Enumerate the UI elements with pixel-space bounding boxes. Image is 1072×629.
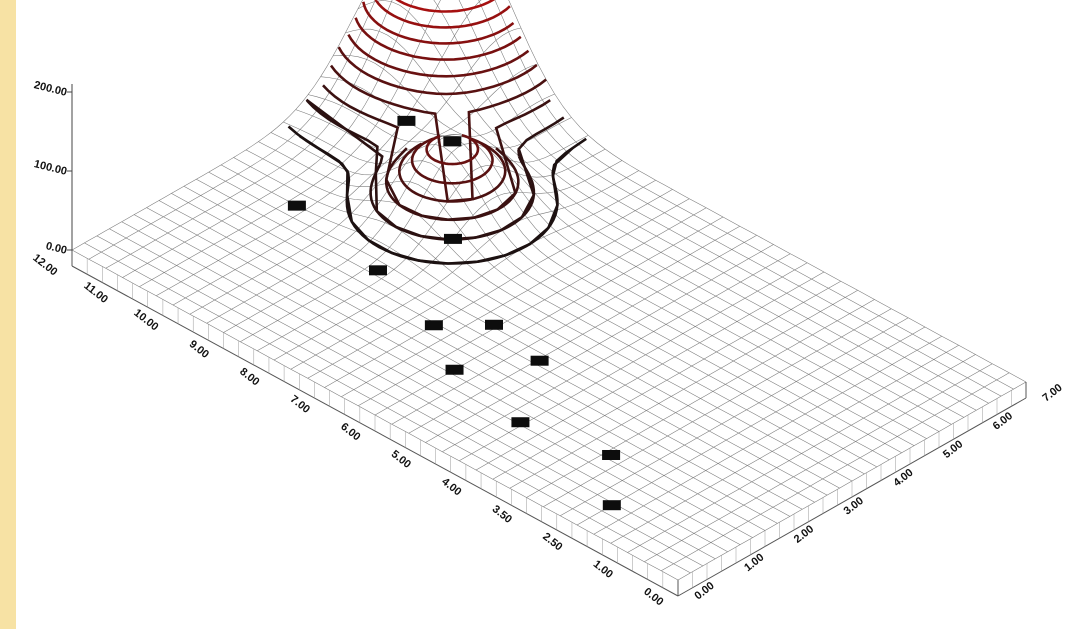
- contour-line: [347, 33, 530, 78]
- x-tick-label: 5.00: [941, 438, 965, 461]
- mesh-line-x: [96, 235, 704, 567]
- mesh-line-x: [494, 0, 1014, 390]
- mesh-line-x: [121, 221, 728, 552]
- contour-line: [362, 1, 515, 45]
- y-tick-label: 9.00: [187, 338, 211, 361]
- contour-line: [305, 98, 536, 241]
- mesh-line-x: [283, 121, 890, 461]
- y-tick-label: 6.00: [338, 421, 362, 444]
- sample-marker: [511, 417, 530, 428]
- sample-marker: [445, 364, 464, 375]
- y-tick-label: 0.00: [641, 586, 665, 609]
- x-tick-label: 6.00: [991, 410, 1015, 433]
- chart-area: 0.00 1.00 2.50 3.50 4.00 5.00 6.00 7.00 8.00 9.00…: [16, 0, 1072, 629]
- x-tick-label: 1.00: [742, 551, 766, 574]
- mesh-line-x: [258, 141, 865, 475]
- mesh-line-x: [84, 242, 691, 574]
- mesh-line-x: [233, 157, 840, 489]
- x-tick-label: 2.00: [792, 523, 816, 546]
- y-tick-label: 3.50: [490, 503, 514, 526]
- sample-marker: [602, 449, 621, 460]
- x-tick-label: 3.00: [842, 495, 866, 518]
- mesh-line-x: [478, 0, 1002, 397]
- mesh-line-x: [208, 171, 815, 503]
- contour-line: [410, 137, 494, 185]
- mesh-line-x: [171, 193, 778, 524]
- y-tick-label: 4.00: [439, 476, 463, 499]
- mesh-line-x: [357, 0, 965, 418]
- y-tick-label: 2.50: [540, 531, 564, 554]
- contour-line: [395, 0, 496, 13]
- contour-line: [374, 0, 511, 29]
- y-tick-label: 8.00: [237, 366, 261, 389]
- sample-marker: [443, 233, 462, 244]
- contour-line: [354, 17, 522, 61]
- surface-plot: 0.00 1.00 2.50 3.50 4.00 5.00 6.00 7.00 8.00 9.00…: [30, 0, 1065, 608]
- sample-marker: [287, 200, 306, 211]
- mesh-line-x: [270, 132, 878, 468]
- contour-line: [425, 134, 480, 166]
- contour-line: [461, 134, 473, 141]
- contour-line: [495, 147, 504, 156]
- sample-marker: [443, 136, 462, 147]
- z-tick-label: 0.00: [44, 240, 68, 257]
- mesh-line-x: [183, 186, 791, 517]
- mesh-line-x: [433, 0, 977, 411]
- mesh-line-x: [345, 28, 952, 425]
- base-box: [71, 250, 1027, 597]
- x-tick-label: 4.00: [891, 467, 915, 490]
- mesh-line-x: [332, 55, 940, 432]
- z-tick-label: 100.00: [33, 158, 69, 178]
- contour-lines: [287, 0, 587, 265]
- x-tick-label: 7.00: [1040, 382, 1064, 405]
- mesh-line-x: [320, 76, 927, 439]
- surface-mesh: [71, 0, 1027, 581]
- mesh-line-x: [308, 94, 915, 446]
- y-tick-label: 7.00: [288, 393, 312, 416]
- y-tick-label: 11.00: [81, 280, 110, 306]
- contour-line: [517, 149, 521, 157]
- sample-marker: [369, 265, 388, 276]
- sample-marker: [485, 319, 503, 330]
- contour-line: [384, 147, 520, 222]
- mesh-line-y: [71, 0, 363, 251]
- y-tick-label: 5.00: [389, 448, 413, 471]
- contour-line: [299, 135, 574, 265]
- mesh-line-x: [109, 228, 716, 560]
- y-tick-label: 10.00: [131, 307, 160, 333]
- sample-marker: [602, 500, 621, 511]
- contour-line: [337, 46, 538, 96]
- mesh-line-x: [196, 178, 803, 510]
- mesh-line-y: [189, 63, 538, 315]
- axes: 0.00 1.00 2.50 3.50 4.00 5.00 6.00 7.00 8.00 9.00…: [30, 79, 1064, 608]
- contour-line: [329, 64, 547, 203]
- mesh-line-x: [295, 109, 902, 453]
- mesh-line-x: [508, 0, 1027, 383]
- sample-marker: [424, 320, 443, 331]
- y-tick-label: 12.00: [30, 252, 59, 278]
- mesh-line-x: [220, 164, 828, 496]
- contour-line: [397, 142, 507, 203]
- sample-markers: [287, 115, 621, 511]
- mesh-line-x: [133, 214, 741, 545]
- z-tick-label: 200.00: [33, 79, 69, 99]
- x-tick-label: 0.00: [692, 580, 716, 603]
- sample-marker: [530, 355, 549, 366]
- y-tick-label: 1.00: [591, 558, 615, 581]
- mesh-line-y: [206, 93, 555, 324]
- sample-marker: [397, 115, 416, 126]
- mesh-line-x: [245, 149, 853, 482]
- mesh-line-x: [458, 0, 989, 404]
